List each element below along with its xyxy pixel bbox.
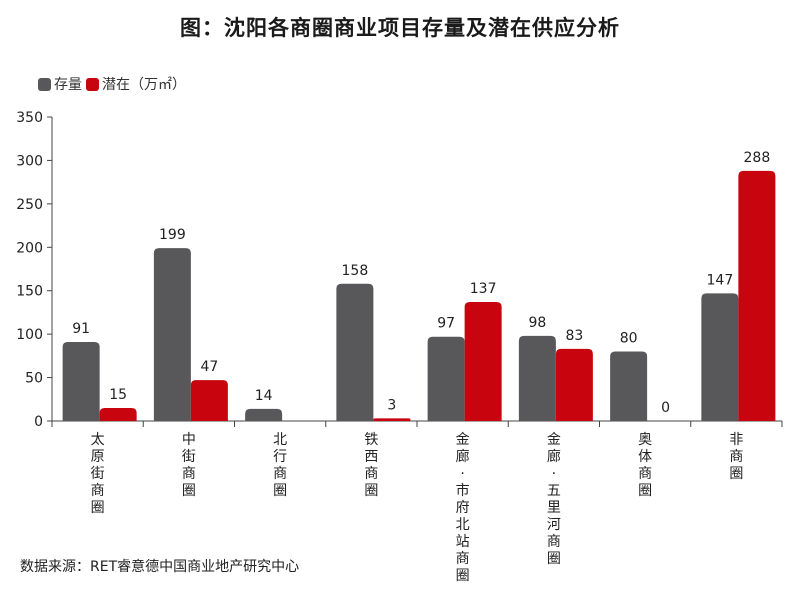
data-label-stock: 97 [437, 316, 455, 332]
x-category-label: 非商圈 [729, 432, 744, 482]
data-label-stock: 199 [159, 227, 186, 243]
legend-item-stock: 存量 [38, 74, 82, 94]
x-category-label: 金廊·五里河商圈 [546, 432, 561, 567]
legend-swatch-potential [86, 77, 99, 91]
y-tick-label: 100 [16, 327, 43, 343]
legend: 存量 潜在（万㎡） [38, 74, 190, 94]
data-label-stock: 14 [255, 388, 273, 404]
bar-potential [99, 407, 137, 421]
bar-potential [190, 380, 228, 421]
bar-stock [245, 408, 283, 421]
bar-potential [373, 418, 411, 421]
bar-potential [464, 302, 502, 421]
bar-stock [427, 336, 465, 421]
bar-stock [336, 283, 374, 421]
bar-stock [610, 351, 648, 421]
y-tick-label: 50 [25, 371, 43, 387]
bar-potential [738, 170, 776, 421]
data-label-potential: 15 [109, 387, 127, 403]
data-label-potential: 288 [744, 150, 771, 166]
x-category-label: 太原街商圈 [90, 432, 105, 516]
legend-item-potential: 潜在（万㎡） [86, 74, 186, 94]
source-note: 数据来源：RET睿意德中国商业地产研究中心 [20, 559, 300, 575]
data-label-stock: 98 [528, 315, 546, 331]
data-label-stock: 158 [342, 263, 369, 279]
data-label-potential: 83 [565, 328, 583, 344]
x-category-label: 中街商圈 [181, 432, 196, 499]
data-label-potential: 47 [200, 359, 218, 375]
data-label-potential: 0 [661, 400, 670, 416]
x-category-label: 铁西商圈 [364, 432, 379, 499]
y-tick-label: 300 [16, 153, 43, 169]
x-category-label: 金廊·市府北站商圈 [455, 432, 470, 584]
legend-label-potential: 潜在（万㎡） [102, 77, 186, 93]
bar-stock [701, 293, 739, 421]
data-label-stock: 91 [72, 321, 90, 337]
legend-label-stock: 存量 [54, 77, 82, 93]
data-label-stock: 80 [620, 331, 638, 347]
bar-potential [555, 348, 593, 421]
bar-stock [153, 248, 191, 421]
chart-title: 图：沈阳各商圈商业项目存量及潜在供应分析 [180, 16, 620, 40]
bar-stock [62, 341, 100, 421]
y-tick-label: 200 [16, 240, 43, 256]
y-tick-label: 350 [16, 110, 43, 126]
x-category-label: 奥体商圈 [638, 432, 653, 499]
legend-swatch-stock [38, 77, 51, 91]
bar-stock [518, 335, 556, 421]
y-tick-label: 150 [16, 284, 43, 300]
y-tick-label: 0 [34, 414, 43, 430]
x-category-label: 北行商圈 [273, 432, 288, 499]
data-label-stock: 147 [707, 272, 734, 288]
data-label-potential: 137 [470, 281, 497, 297]
data-label-potential: 3 [387, 397, 396, 413]
y-tick-label: 250 [16, 197, 43, 213]
